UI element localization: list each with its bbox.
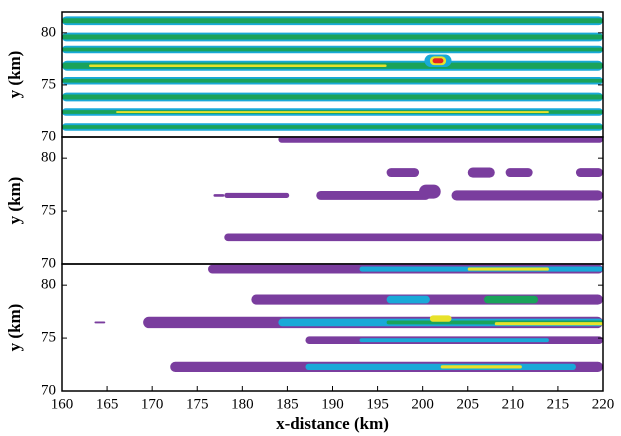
y-tick-label: 75: [41, 330, 56, 346]
x-tick-label: 210: [502, 396, 525, 412]
contour-band: [116, 111, 549, 113]
contour-band: [483, 295, 539, 304]
y-axis-label: y (km): [5, 51, 24, 99]
x-tick-label: 165: [96, 396, 119, 412]
x-tick-label: 185: [276, 396, 299, 412]
contour-band: [429, 315, 452, 322]
contour-field: [213, 137, 603, 242]
contour-band: [386, 168, 420, 178]
y-tick-label: 75: [41, 76, 56, 92]
contour-band: [62, 78, 603, 83]
contour-band: [419, 184, 441, 199]
y-tick-label: 80: [41, 150, 56, 166]
x-tick-label: 180: [231, 396, 254, 412]
x-axis-label: x-distance (km): [276, 414, 389, 433]
y-tick-label: 80: [41, 24, 56, 40]
contour-band: [494, 322, 603, 326]
x-tick-label: 220: [592, 396, 615, 412]
x-tick-label: 190: [321, 396, 344, 412]
y-tick-label: 70: [41, 128, 56, 144]
contour-band: [94, 321, 106, 324]
contour-band: [62, 47, 603, 52]
contour-band: [359, 338, 549, 343]
contour-band: [451, 190, 603, 201]
contour-band: [432, 58, 444, 64]
y-tick-label: 80: [41, 277, 56, 293]
contour-band: [62, 125, 603, 129]
contour-band: [89, 64, 387, 67]
contour-band: [386, 295, 430, 304]
contour-band: [316, 190, 430, 200]
y-tick-label: 70: [41, 255, 56, 271]
contour-band: [213, 194, 225, 197]
x-tick-label: 195: [366, 396, 389, 412]
y-axis-label: y (km): [5, 177, 24, 225]
contour-band: [224, 233, 603, 242]
contour-band: [505, 168, 533, 178]
contour-band: [575, 168, 603, 178]
y-axis-label: y (km): [5, 304, 24, 352]
contour-band: [467, 267, 549, 271]
y-tick-label: 75: [41, 203, 56, 219]
contour-band: [467, 167, 495, 178]
contour-band: [62, 94, 603, 100]
x-tick-label: 215: [547, 396, 570, 412]
contour-field: [94, 264, 603, 372]
contour-band: [440, 365, 522, 369]
y-tick-label: 70: [41, 382, 56, 398]
contour-band: [278, 137, 603, 143]
contour-band: [62, 34, 603, 40]
x-tick-label: 160: [51, 396, 74, 412]
contour-band: [62, 18, 603, 24]
x-tick-label: 200: [411, 396, 434, 412]
contour-band: [224, 192, 290, 198]
x-tick-label: 205: [457, 396, 480, 412]
panel-frame: [61, 11, 604, 138]
x-tick-label: 170: [141, 396, 164, 412]
contour-field: [62, 16, 603, 131]
x-tick-label: 175: [186, 396, 209, 412]
